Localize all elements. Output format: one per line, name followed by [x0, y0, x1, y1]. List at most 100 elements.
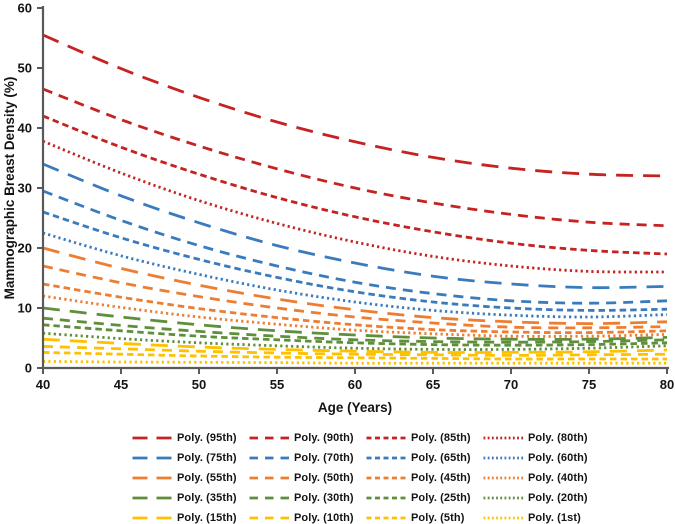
series-line-poly-10th	[42, 345, 668, 357]
legend-label: Poly. (55th)	[177, 471, 237, 484]
legend: Poly. (95th) Poly. (90th) Poly. (85th) Poly…	[132, 431, 600, 524]
legend-item-poly-25th: Poly. (25th)	[366, 491, 483, 504]
series-line-poly-45th	[42, 282, 668, 335]
legend-line-sample	[132, 456, 173, 459]
legend-item-poly-60th: Poly. (60th)	[483, 451, 600, 464]
legend-item-poly-45th: Poly. (45th)	[366, 471, 483, 484]
legend-line-sample	[366, 476, 407, 479]
legend-label: Poly. (85th)	[411, 431, 471, 444]
x-tick-label: 50	[192, 377, 206, 392]
y-tick-label: 0	[25, 361, 32, 376]
legend-item-poly-95th: Poly. (95th)	[132, 431, 249, 444]
legend-line-sample	[366, 516, 407, 519]
legend-label: Poly. (90th)	[294, 431, 354, 444]
x-tick-label: 65	[426, 377, 440, 392]
legend-item-poly-90th: Poly. (90th)	[249, 431, 366, 444]
legend-line-sample	[483, 516, 524, 519]
legend-line-sample	[132, 476, 173, 479]
legend-line-sample	[132, 436, 173, 439]
series-line-poly-30th	[42, 316, 668, 344]
legend-line-sample	[366, 436, 407, 439]
legend-item-poly-10th: Poly. (10th)	[249, 511, 366, 524]
legend-label: Poly. (80th)	[528, 431, 588, 444]
series-line-poly-80th	[42, 139, 668, 274]
y-tick-label: 10	[18, 301, 32, 316]
series-line-poly-55th	[42, 246, 668, 326]
legend-item-poly-1st: Poly. (1st)	[483, 511, 600, 524]
series-line-poly-85th	[42, 114, 668, 256]
legend-label: Poly. (40th)	[528, 471, 588, 484]
legend-item-poly-85th: Poly. (85th)	[366, 431, 483, 444]
legend-item-poly-15th: Poly. (15th)	[132, 511, 249, 524]
legend-label: Poly. (30th)	[294, 491, 354, 504]
series-line-poly-70th	[42, 189, 668, 305]
legend-label: Poly. (5th)	[411, 511, 465, 524]
x-tick-label: 55	[270, 377, 284, 392]
x-tick-label: 70	[504, 377, 518, 392]
legend-line-sample	[366, 456, 407, 459]
legend-item-poly-5th: Poly. (5th)	[366, 511, 483, 524]
y-tick-label: 60	[18, 1, 32, 16]
legend-item-poly-20th: Poly. (20th)	[483, 491, 600, 504]
legend-line-sample	[483, 436, 524, 439]
y-tick-label: 50	[18, 61, 32, 76]
legend-line-sample	[249, 516, 290, 519]
legend-label: Poly. (70th)	[294, 451, 354, 464]
legend-line-sample	[249, 456, 290, 459]
axes-group	[37, 6, 669, 374]
legend-label: Poly. (20th)	[528, 491, 588, 504]
curves-group	[42, 33, 668, 365]
legend-label: Poly. (75th)	[177, 451, 237, 464]
legend-label: Poly. (50th)	[294, 471, 354, 484]
legend-line-sample	[366, 496, 407, 499]
legend-item-poly-30th: Poly. (30th)	[249, 491, 366, 504]
tick-labels-group: 0 10 20 30 40 50 60 40 45 50 55 60 65 70 75 80	[18, 1, 675, 393]
legend-item-poly-50th: Poly. (50th)	[249, 471, 366, 484]
series-line-poly-95th	[42, 33, 668, 178]
x-axis-title: Age (Years)	[318, 400, 392, 415]
legend-line-sample	[132, 516, 173, 519]
x-tick-label: 80	[660, 377, 674, 392]
legend-line-sample	[249, 436, 290, 439]
y-axis-title: Mammographic Breast Density (%)	[2, 77, 17, 300]
legend-item-poly-65th: Poly. (65th)	[366, 451, 483, 464]
series-line-poly-65th	[42, 210, 668, 312]
y-tick-label: 20	[18, 241, 32, 256]
series-line-poly-15th	[42, 337, 668, 354]
x-tick-label: 45	[114, 377, 128, 392]
legend-label: Poly. (60th)	[528, 451, 588, 464]
legend-label: Poly. (95th)	[177, 431, 237, 444]
series-line-poly-75th	[42, 162, 668, 290]
legend-item-poly-55th: Poly. (55th)	[132, 471, 249, 484]
legend-line-sample	[483, 476, 524, 479]
legend-label: Poly. (25th)	[411, 491, 471, 504]
legend-label: Poly. (65th)	[411, 451, 471, 464]
y-tick-label: 40	[18, 121, 32, 136]
series-line-poly-40th	[42, 294, 668, 338]
series-line-poly-1st	[42, 360, 667, 365]
x-tick-label: 40	[36, 377, 50, 392]
series-line-poly-60th	[42, 231, 668, 319]
legend-item-poly-40th: Poly. (40th)	[483, 471, 600, 484]
legend-line-sample	[483, 456, 524, 459]
legend-line-sample	[249, 476, 290, 479]
series-line-poly-35th	[42, 306, 668, 341]
plot-area: 0 10 20 30 40 50 60 40 45 50 55 60 65 70 75 80 Age (Yea…	[2, 1, 675, 416]
legend-label: Poly. (45th)	[411, 471, 471, 484]
x-tick-label: 60	[348, 377, 362, 392]
legend-line-sample	[483, 496, 524, 499]
legend-label: Poly. (1st)	[528, 511, 581, 524]
legend-label: Poly. (15th)	[177, 511, 237, 524]
legend-line-sample	[249, 496, 290, 499]
legend-item-poly-35th: Poly. (35th)	[132, 491, 249, 504]
legend-label: Poly. (10th)	[294, 511, 354, 524]
legend-item-poly-70th: Poly. (70th)	[249, 451, 366, 464]
legend-label: Poly. (35th)	[177, 491, 237, 504]
legend-line-sample	[132, 496, 173, 499]
legend-item-poly-75th: Poly. (75th)	[132, 451, 249, 464]
y-tick-label: 30	[18, 181, 32, 196]
legend-item-poly-80th: Poly. (80th)	[483, 431, 600, 444]
series-line-poly-90th	[42, 87, 668, 228]
x-tick-label: 75	[582, 377, 596, 392]
